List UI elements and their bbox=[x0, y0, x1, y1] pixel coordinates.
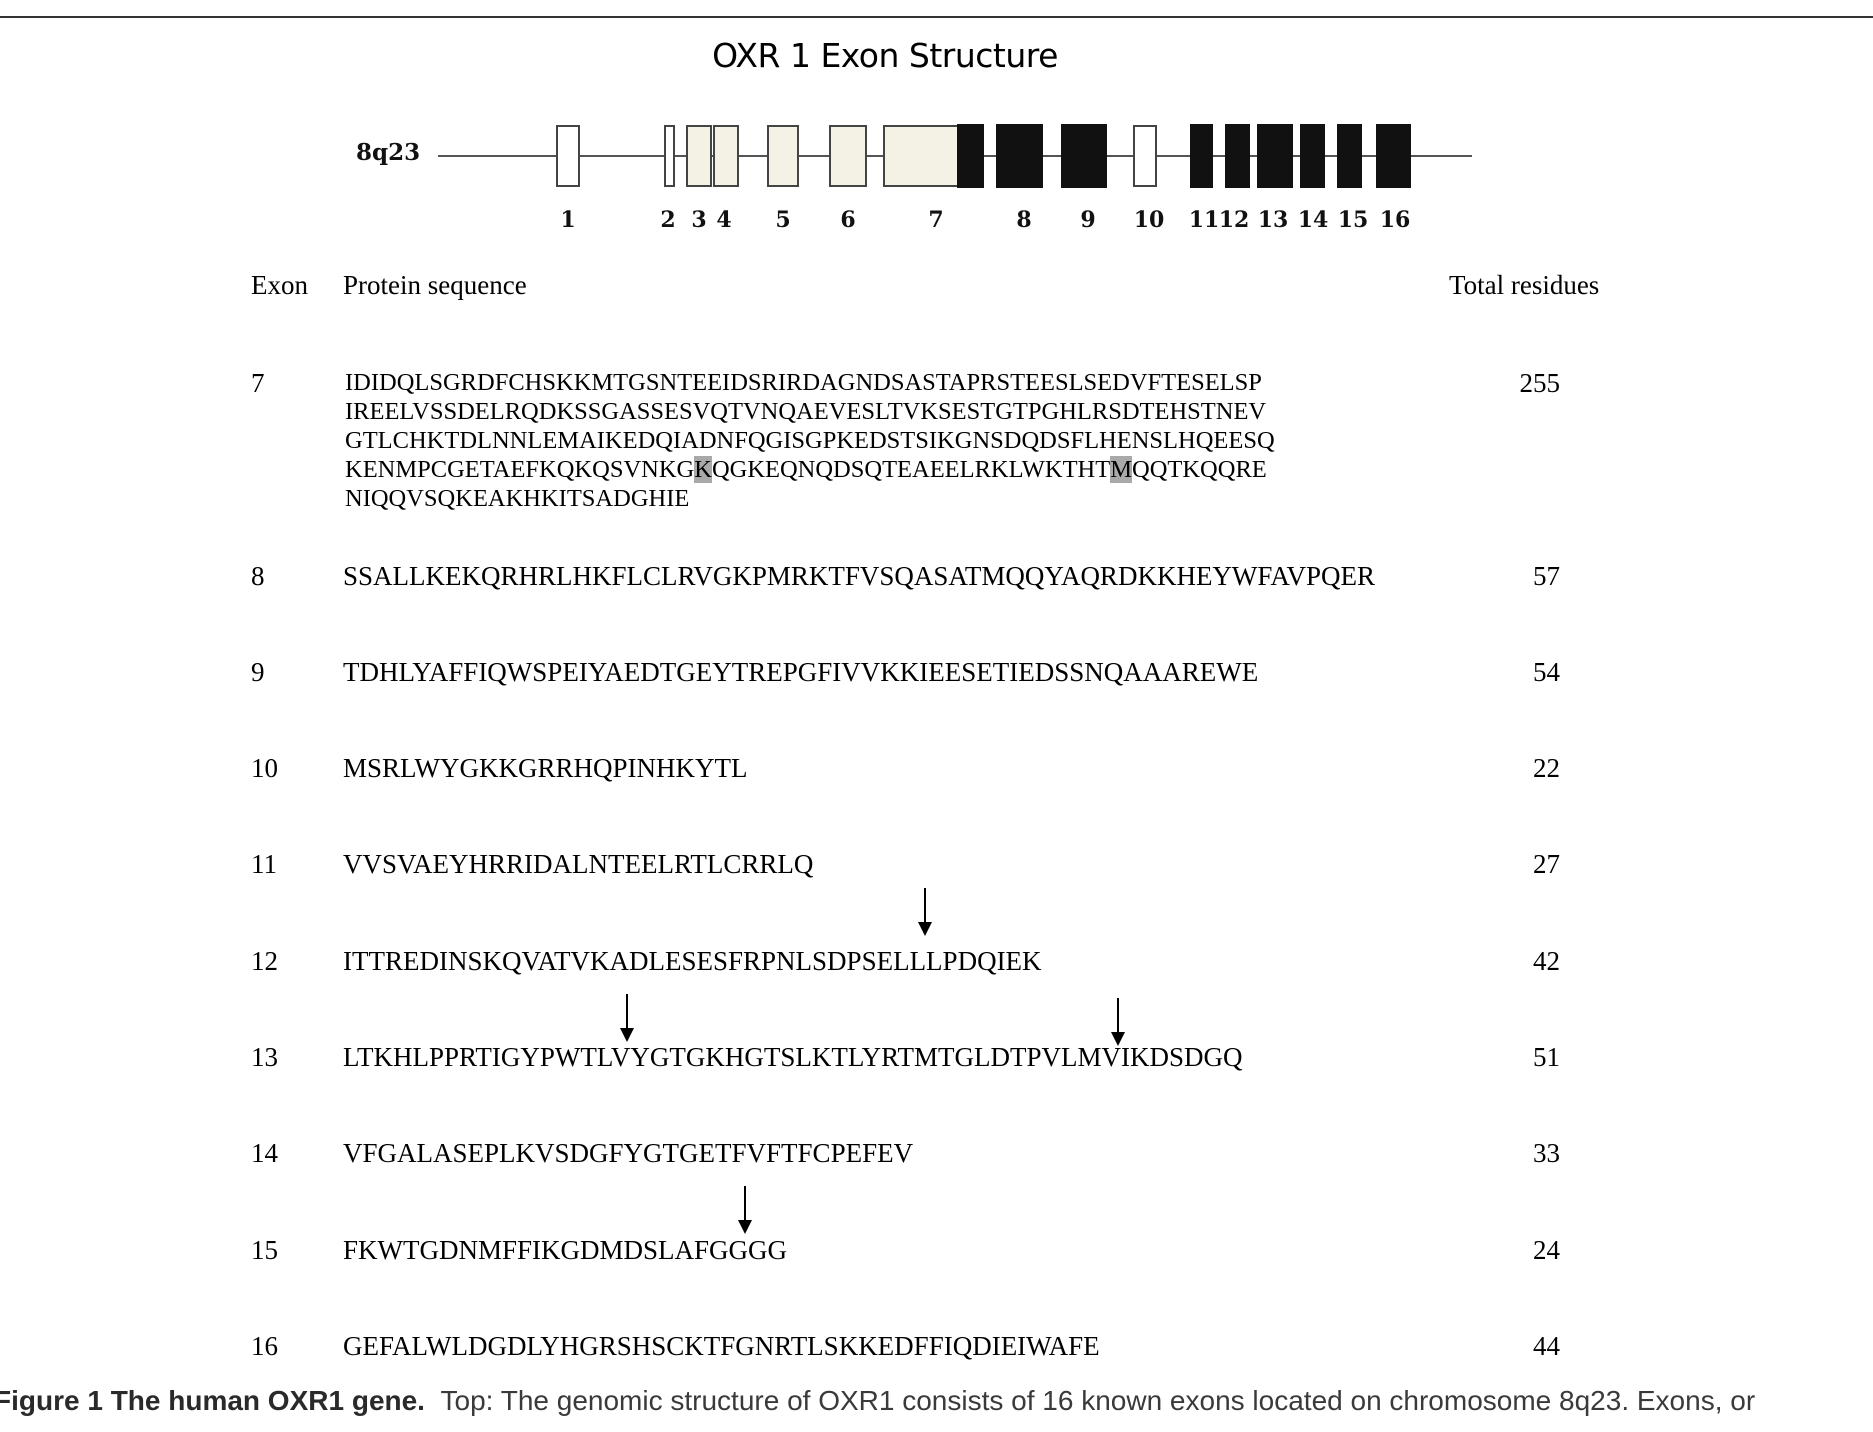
exon-box-15 bbox=[1337, 124, 1362, 188]
exon-box-16 bbox=[1376, 124, 1411, 188]
exon-number-14: 14 bbox=[251, 1138, 278, 1168]
exon-number-9: 9 bbox=[251, 657, 265, 687]
exon-number-11: 11 bbox=[251, 849, 277, 879]
exon-box-5 bbox=[767, 125, 799, 187]
exon-label-4: 4 bbox=[716, 207, 731, 233]
exon-structure-diagram: 8q23 1 2 3 4 5 6 7 8 9 10 11 12 13 14 15 bbox=[356, 124, 1472, 233]
exon-number-7: 7 bbox=[251, 368, 265, 398]
exon-label-3: 3 bbox=[691, 207, 706, 233]
down-arrow-icon bbox=[620, 994, 634, 1042]
sequence-exon-9: TDHLYAFFIQWSPEIYAEDTGEYTREPGFIVVKKIEESET… bbox=[343, 657, 1259, 687]
sequence-line: NIQQVSQKEAKHKITSADGHIE bbox=[345, 485, 690, 512]
exon-box-9 bbox=[1061, 124, 1107, 188]
header-exon: Exon bbox=[251, 270, 308, 300]
sequence-exon-10: MSRLWYGKKGRRHQPINHKYTL bbox=[343, 753, 748, 783]
exon-box-7 bbox=[883, 125, 960, 187]
sequence-exon-16: GEFALWLDGDLYHGRSHSCKTFGNRTLSKKEDFFIQDIEI… bbox=[343, 1331, 1100, 1361]
down-arrow-icon bbox=[918, 888, 932, 936]
diagram-title: OXR 1 Exon Structure bbox=[712, 36, 1058, 75]
exon-label-10: 10 bbox=[1134, 207, 1165, 233]
exon-label-15: 15 bbox=[1338, 207, 1369, 233]
exon-box-7-coding bbox=[957, 124, 984, 188]
exon-number-12: 12 bbox=[251, 946, 278, 976]
header-total-residues: Total residues bbox=[1449, 270, 1600, 300]
exon-label-16: 16 bbox=[1380, 207, 1411, 233]
down-arrow-icon bbox=[1111, 998, 1125, 1046]
sequence-line: GTLCHKTDLNNLEMAIKEDQIADNFQGISGPKEDSTSIKG… bbox=[345, 427, 1275, 454]
figure-caption: Figure 1 The human OXR1 gene. Top: The g… bbox=[0, 1383, 1873, 1419]
top-rule bbox=[0, 16, 1873, 18]
highlighted-residue-m: M bbox=[1110, 456, 1133, 483]
exon-label-9: 9 bbox=[1080, 207, 1095, 233]
exon-box-12 bbox=[1225, 124, 1250, 188]
total-residues-10: 22 bbox=[1533, 753, 1560, 783]
exon-box-2 bbox=[664, 125, 675, 187]
caption-label: Figure 1 The human OXR1 gene. bbox=[0, 1385, 425, 1416]
sequence-line: IREELVSSDELRQDKSSGASSESVQTVNQAEVESLTVKSE… bbox=[345, 398, 1267, 425]
down-arrow-icon bbox=[738, 1186, 752, 1234]
exon-box-14 bbox=[1300, 124, 1325, 188]
exon-number-13: 13 bbox=[251, 1042, 278, 1072]
total-residues-7: 255 bbox=[1519, 368, 1561, 398]
exon-label-13: 13 bbox=[1258, 207, 1289, 233]
exon-box-4 bbox=[713, 125, 739, 187]
total-residues-14: 33 bbox=[1533, 1138, 1560, 1168]
exon-label-14: 14 bbox=[1298, 207, 1329, 233]
exon-box-6 bbox=[829, 125, 867, 187]
exon-label-7: 7 bbox=[928, 207, 943, 233]
exon-box-11 bbox=[1190, 124, 1213, 188]
exon-number-labels: 1 2 3 4 5 6 7 8 9 10 11 12 13 14 15 16 bbox=[560, 207, 1410, 233]
total-residues-11: 27 bbox=[1533, 849, 1560, 879]
exon-box-10 bbox=[1133, 125, 1157, 187]
exon-label-11: 11 bbox=[1189, 207, 1220, 233]
exon-label-5: 5 bbox=[775, 207, 790, 233]
exon-label-8: 8 bbox=[1016, 207, 1031, 233]
sequence-exon-13: LTKHLPPRTIGYPWTLVYGTGKHGTSLKTLYRTMTGLDTP… bbox=[343, 1042, 1243, 1072]
total-residues-15: 24 bbox=[1533, 1235, 1560, 1265]
exon-label-12: 12 bbox=[1219, 207, 1250, 233]
exon-label-1: 1 bbox=[560, 207, 575, 233]
sequence-line-highlighted: KENMPCGETAEFKQKQSVNKGKQGKEQNQDSQTEAEELRK… bbox=[345, 456, 1267, 483]
total-residues-16: 44 bbox=[1533, 1331, 1560, 1361]
sequence-exon-15: FKWTGDNMFFIKGDMDSLAFGGGG bbox=[343, 1235, 788, 1265]
sequence-line: IDIDQLSGRDFCHSKKMTGSNTEEIDSRIRDAGNDSASTA… bbox=[345, 369, 1262, 396]
exon-boxes bbox=[556, 124, 1411, 188]
highlighted-residue-k: K bbox=[694, 456, 712, 483]
sequence-exon-7: IDIDQLSGRDFCHSKKMTGSNTEEIDSRIRDAGNDSASTA… bbox=[345, 368, 1275, 513]
sequence-exon-8: SSALLKEKQRHRLHKFLCLRVGKPMRKTFVSQASATMQQY… bbox=[343, 561, 1375, 591]
locus-label: 8q23 bbox=[356, 139, 420, 166]
exon-label-6: 6 bbox=[840, 207, 855, 233]
sequence-exon-11: VVSVAEYHRRIDALNTEELRTLCRRLQ bbox=[343, 849, 814, 879]
header-protein-sequence: Protein sequence bbox=[343, 270, 527, 300]
exon-box-1 bbox=[556, 125, 580, 187]
total-residues-8: 57 bbox=[1533, 561, 1560, 591]
exon-number-15: 15 bbox=[251, 1235, 278, 1265]
exon-number-16: 16 bbox=[251, 1331, 278, 1361]
exon-label-2: 2 bbox=[660, 207, 675, 233]
sequence-exon-14: VFGALASEPLKVSDGFYGTGETFVFTFCPEFEV bbox=[343, 1138, 914, 1168]
total-residues-9: 54 bbox=[1533, 657, 1560, 687]
exon-number-8: 8 bbox=[251, 561, 265, 591]
total-residues-13: 51 bbox=[1533, 1042, 1560, 1072]
exon-box-8 bbox=[996, 124, 1043, 188]
exon-number-10: 10 bbox=[251, 753, 278, 783]
sequence-exon-12: ITTREDINSKQVATVKADLESESFRPNLSDPSELLLPDQI… bbox=[343, 946, 1042, 976]
caption-text: Top: The genomic structure of OXR1 consi… bbox=[440, 1385, 1756, 1416]
exon-box-13 bbox=[1257, 124, 1293, 188]
exon-box-3 bbox=[686, 125, 712, 187]
total-residues-12: 42 bbox=[1533, 946, 1560, 976]
